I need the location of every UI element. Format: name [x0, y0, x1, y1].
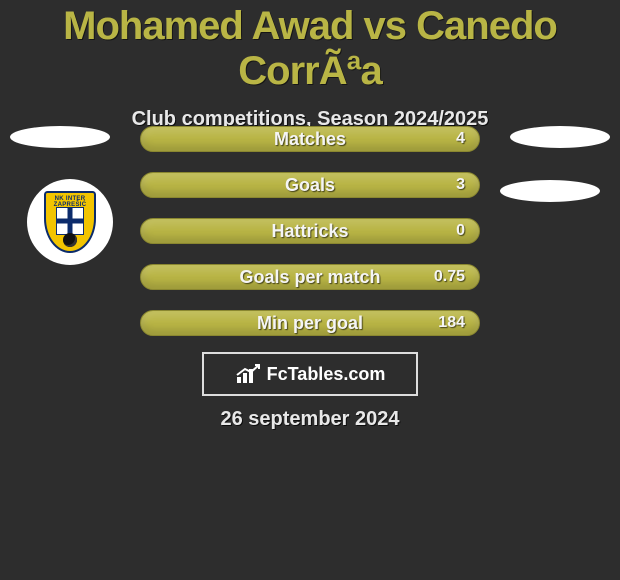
- stat-bar-min-per-goal: Min per goal 184: [140, 310, 480, 336]
- stat-bar-goals-per-match: Goals per match 0.75: [140, 264, 480, 290]
- stat-bar-hattricks: Hattricks 0: [140, 218, 480, 244]
- stat-value: 0.75: [434, 268, 465, 286]
- stat-value: 3: [456, 176, 465, 194]
- stat-label: Goals per match: [239, 267, 380, 288]
- stats-list: Matches 4 Goals 3 Hattricks 0 Goals per …: [140, 126, 480, 356]
- stat-value: 0: [456, 222, 465, 240]
- decor-ellipse-top-right: [510, 126, 610, 148]
- decor-ellipse-top-left: [10, 126, 110, 148]
- decor-ellipse-right-2: [500, 180, 600, 202]
- stat-label: Goals: [285, 175, 335, 196]
- stat-label: Min per goal: [257, 313, 363, 334]
- stat-value: 4: [456, 130, 465, 148]
- bar-chart-arrow-icon: [235, 363, 261, 385]
- stat-bar-matches: Matches 4: [140, 126, 480, 152]
- stat-label: Hattricks: [271, 221, 348, 242]
- page-title: Mohamed Awad vs Canedo CorrÃªa: [0, 0, 620, 94]
- footer-date: 26 september 2024: [0, 408, 620, 431]
- brand-box: FcTables.com: [202, 352, 418, 396]
- soccer-ball-icon: [63, 233, 77, 247]
- club-shield-cross: [56, 207, 84, 235]
- club-shield-icon: NK INTER ZAPREŠIĆ: [44, 191, 96, 253]
- club-badge: NK INTER ZAPREŠIĆ: [27, 179, 113, 265]
- stat-label: Matches: [274, 129, 346, 150]
- stat-bar-goals: Goals 3: [140, 172, 480, 198]
- brand-text: FcTables.com: [267, 364, 386, 385]
- stat-value: 184: [438, 314, 465, 332]
